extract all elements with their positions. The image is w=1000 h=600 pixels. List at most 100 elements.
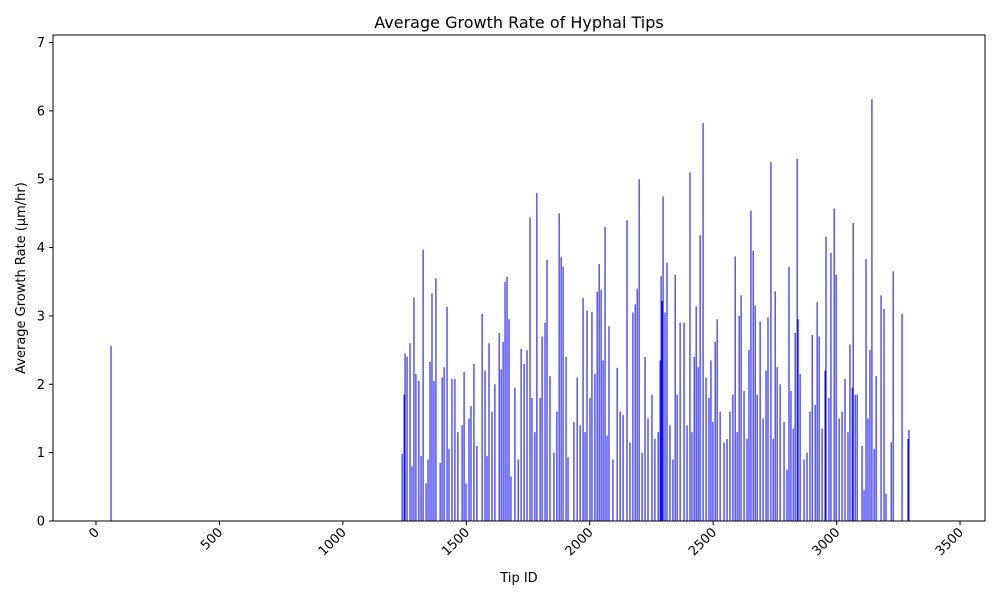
bar [584, 432, 586, 521]
bar [750, 210, 752, 521]
bar [689, 172, 691, 522]
bar [892, 271, 894, 521]
bar [752, 251, 754, 521]
y-tick-label: 0 [37, 515, 45, 530]
bar [586, 310, 588, 521]
x-tick-label: 500 [198, 525, 226, 553]
bar [560, 257, 562, 521]
bar [869, 350, 871, 521]
bar [591, 311, 593, 521]
bar [638, 179, 640, 521]
bar [418, 380, 420, 521]
bar [506, 276, 508, 521]
bar [579, 425, 581, 521]
x-tick-label: 0 [86, 525, 102, 541]
bar [457, 432, 459, 521]
bar [734, 256, 736, 521]
bar [765, 370, 767, 521]
bar [873, 449, 875, 521]
x-tick-label: 1500 [439, 525, 473, 559]
x-tick-label: 3000 [809, 525, 843, 559]
bar [494, 384, 496, 521]
bar [439, 462, 441, 521]
bar [498, 333, 500, 521]
chart-title: Average Growth Rate of Hyphal Tips [374, 13, 663, 32]
bar [536, 192, 538, 521]
bar [729, 411, 731, 521]
bar [576, 377, 578, 521]
bar [664, 312, 666, 521]
bar [431, 293, 433, 521]
bar [463, 371, 465, 521]
bar [738, 315, 740, 521]
y-tick-label: 4 [37, 241, 45, 256]
bar [600, 289, 602, 521]
bar [433, 380, 435, 521]
bar [699, 235, 701, 521]
bar [616, 367, 618, 521]
bar [404, 353, 406, 521]
bar [854, 394, 856, 521]
bar [838, 418, 840, 521]
bar [844, 378, 846, 521]
bar [908, 430, 910, 521]
bar [565, 356, 567, 521]
y-tick-label: 2 [37, 378, 45, 393]
bar [851, 387, 853, 521]
bar [767, 317, 769, 521]
bar [598, 263, 600, 521]
y-tick-label: 1 [37, 446, 45, 461]
bar [852, 222, 854, 522]
bar [732, 394, 734, 521]
y-axis-label: Average Growth Rate (µm/hr) [14, 182, 29, 374]
bar [443, 367, 445, 521]
bar [500, 369, 502, 521]
bar [806, 452, 808, 521]
bar [661, 300, 663, 521]
bar [811, 335, 813, 521]
bar [762, 418, 764, 521]
y-tick-label: 3 [37, 309, 45, 324]
bar [465, 483, 467, 521]
bar [541, 336, 543, 521]
bar [695, 306, 697, 521]
bar [508, 319, 510, 521]
bar [526, 350, 528, 521]
bar [657, 432, 659, 521]
bar [612, 459, 614, 521]
bar [847, 432, 849, 521]
bar [824, 370, 826, 521]
bar [825, 236, 827, 521]
bar [863, 490, 865, 521]
bar [594, 374, 596, 521]
bar [856, 394, 858, 521]
bar [589, 397, 591, 521]
bar [693, 356, 695, 521]
bar [441, 377, 443, 521]
bar [517, 459, 519, 521]
bar [451, 378, 453, 521]
bar [880, 295, 882, 521]
bar [546, 259, 548, 521]
bar [534, 432, 536, 521]
bar [481, 313, 483, 521]
x-tick-label: 2000 [563, 525, 597, 559]
bar [754, 305, 756, 521]
bar [411, 466, 413, 521]
bar [797, 319, 799, 521]
bar [644, 356, 646, 521]
bar [672, 459, 674, 521]
bar [816, 302, 818, 521]
x-tick-label: 1000 [316, 525, 350, 559]
x-tick-label: 2500 [686, 525, 720, 559]
bar [486, 456, 488, 521]
bar [776, 367, 778, 521]
bar [626, 220, 628, 521]
bar [403, 394, 405, 521]
bar [669, 425, 671, 521]
bar [659, 360, 661, 521]
bar [544, 322, 546, 521]
bar [473, 363, 475, 521]
bar [468, 418, 470, 521]
